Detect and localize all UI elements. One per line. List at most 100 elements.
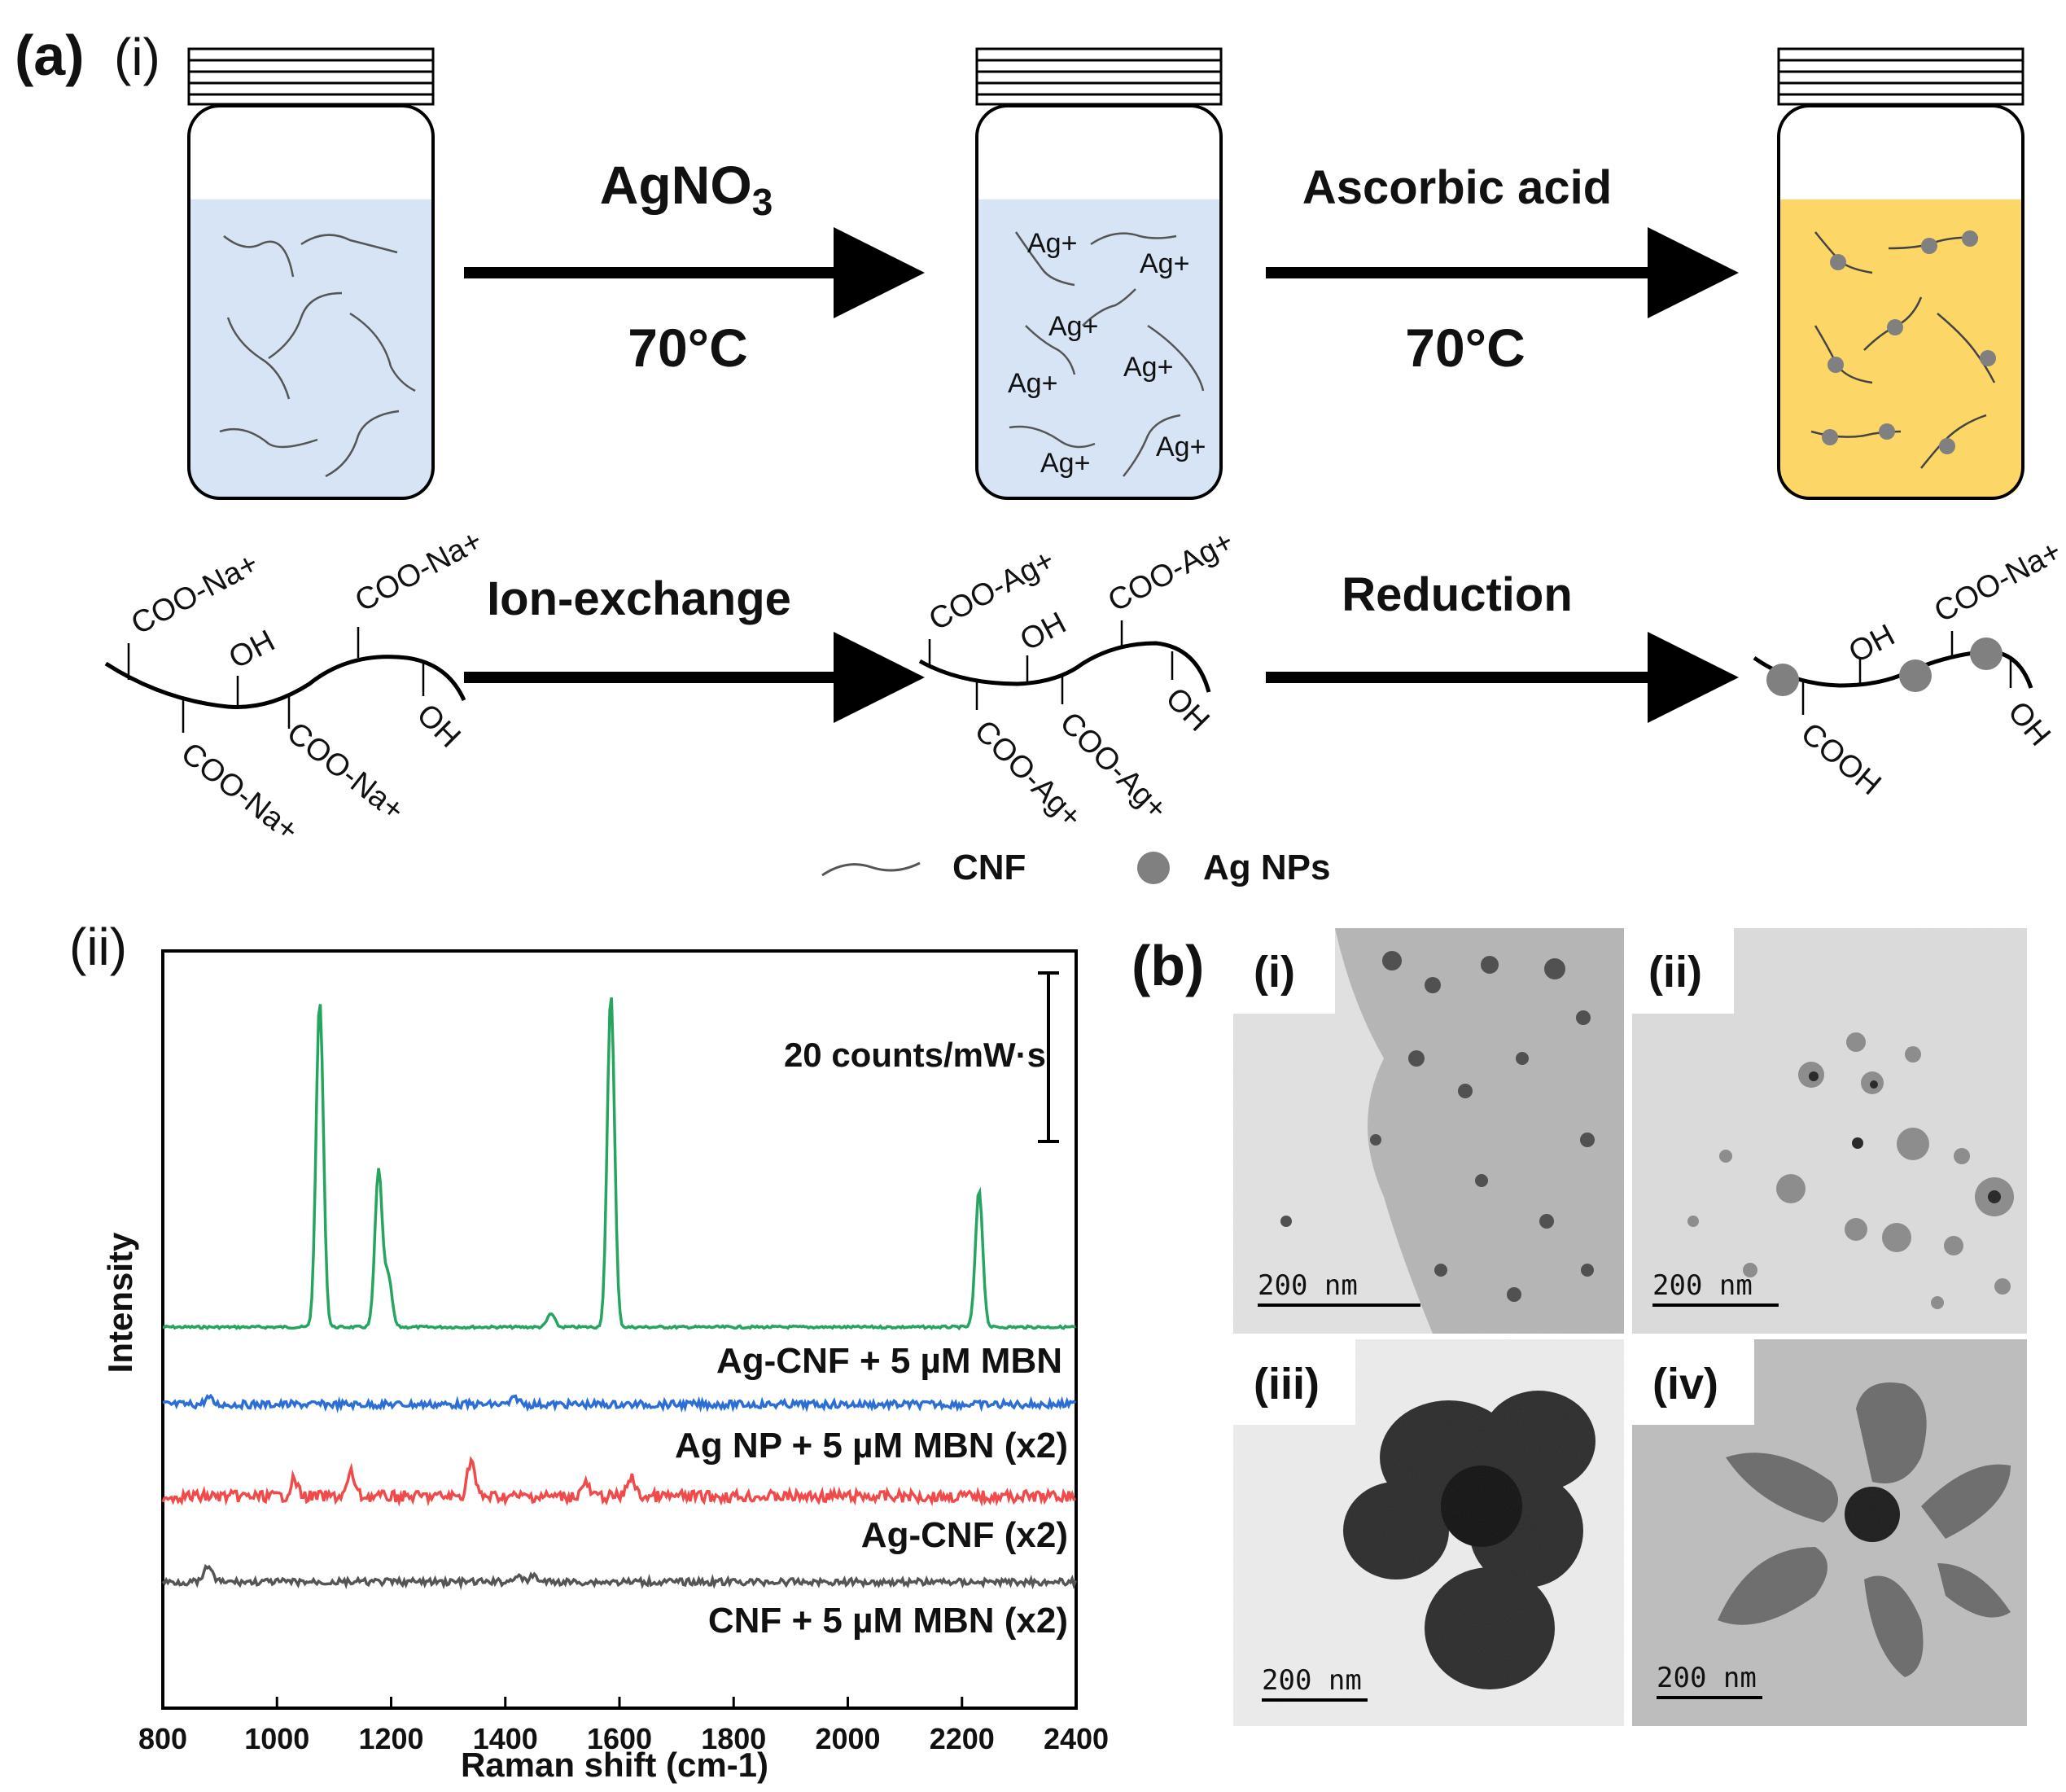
process-reduction: Reduction — [1342, 568, 1573, 621]
chain-label: COO-Ag+ — [1103, 524, 1240, 619]
tem-image-ii: (ii) 200 nm — [1632, 928, 2027, 1334]
ag-nanoparticle — [1970, 637, 2003, 670]
x-tick-label: 1000 — [244, 1722, 309, 1755]
jar-3-particles — [1822, 230, 1996, 454]
jar-1-lid — [187, 47, 435, 106]
chain-1 — [104, 627, 466, 733]
series-line — [161, 1456, 1076, 1507]
series-label: CNF + 5 µM MBN (x2) — [708, 1601, 1068, 1641]
reagent-ascorbic-acid: Ascorbic acid — [1302, 161, 1612, 214]
scale-label: 200 nm — [1657, 1662, 1757, 1694]
jar-2-body — [975, 104, 1223, 500]
ag-ion-label: Ag+ — [1040, 448, 1090, 479]
panel-b-label: (b) — [1131, 934, 1204, 997]
legend-agnps: Ag NPs — [1203, 848, 1330, 887]
tem-tag: (iii) — [1254, 1360, 1320, 1409]
ag-nanoparticle — [1766, 664, 1799, 696]
x-tick-label: 1400 — [473, 1722, 538, 1755]
nanoparticle-icon — [1137, 852, 1170, 884]
jar-2-lid — [975, 47, 1223, 106]
jar-2-solution — [977, 199, 1221, 498]
jar-3 — [1777, 47, 2024, 500]
ag-nanoparticle — [1962, 230, 1978, 247]
chain-label: OH — [1844, 618, 1901, 670]
step-1-chem-arrow: Ion-exchange — [464, 572, 925, 723]
ag-nanoparticle — [1939, 438, 1955, 454]
ag-ion-label: Ag+ — [1027, 228, 1077, 259]
series-label: Ag NP + 5 µM MBN (x2) — [675, 1426, 1068, 1466]
jar-1-fibers — [219, 234, 416, 478]
panel-a-ii-label: (ii) — [69, 918, 127, 976]
scale-label: 200 nm — [1652, 1269, 1753, 1302]
jar-3-body — [1777, 104, 2024, 500]
legend: CNF Ag NPs — [821, 848, 1330, 887]
jar-3-lid — [1777, 47, 2024, 106]
x-tick-label: 2400 — [1044, 1722, 1109, 1755]
series-line — [162, 1393, 1077, 1414]
jar-2-ion-labels: Ag+ Ag+ Ag+ Ag+ Ag+ Ag+ Ag+ — [1008, 228, 1206, 479]
chain-label: OH — [410, 698, 467, 755]
series-line — [162, 997, 1076, 1331]
series-label: Ag-CNF + 5 µM MBN — [716, 1341, 1062, 1381]
scale-label: 200 nm — [1262, 1664, 1362, 1697]
chain-label: OH — [2001, 695, 2057, 753]
x-tick-label: 800 — [138, 1722, 187, 1755]
ag-ion-label: Ag+ — [1048, 311, 1098, 342]
tem-tag: (iv) — [1652, 1360, 1718, 1409]
step-1-arrow-group: AgNO3 70°C — [464, 155, 925, 378]
ag-nanoparticle — [1830, 254, 1846, 270]
x-tick-label: 1800 — [701, 1722, 766, 1755]
ag-ion-label: Ag+ — [1008, 368, 1057, 399]
x-tick-label: 2000 — [815, 1722, 880, 1755]
tem-image-iii: (iii) 200 nm — [1233, 1339, 1624, 1726]
jar-2: Ag+ Ag+ Ag+ Ag+ Ag+ Ag+ Ag+ — [975, 47, 1223, 500]
chain-3-particles — [1766, 637, 2003, 696]
jar-1-body — [187, 104, 435, 500]
x-ticks: 800 1000 1200 1400 1600 1800 2000 2200 2400 — [138, 1697, 1109, 1755]
chain-label: COO-Na+ — [1929, 534, 2066, 629]
x-tick-label: 1600 — [587, 1722, 652, 1755]
chain-label: OH — [1015, 606, 1072, 658]
ag-nanoparticle — [1921, 238, 1937, 254]
ag-ion-label: Ag+ — [1156, 432, 1206, 462]
jar-1-solution — [189, 199, 433, 498]
step-2-arrow-group: Ascorbic acid 70°C — [1266, 161, 1739, 378]
x-axis-label: Raman shift (cm-1) — [461, 1746, 768, 1784]
jar-3-solution — [1779, 199, 2023, 498]
chain-label: COO-Na+ — [350, 524, 488, 619]
ag-nanoparticle — [1822, 429, 1838, 445]
chain-label: COO-Na+ — [280, 716, 410, 828]
jar-1 — [187, 47, 435, 500]
chain-label: COOH — [1794, 716, 1887, 802]
ag-nanoparticle — [1879, 423, 1895, 440]
scale-bar: 20 counts/mW·s — [784, 971, 1059, 1143]
fiber-icon — [821, 861, 921, 877]
x-tick-label: 1200 — [358, 1722, 423, 1755]
chain-3-labels: OH COO-Na+ COOH OH — [1794, 534, 2066, 802]
tem-image-iv: (iv) 200 nm — [1632, 1339, 2027, 1726]
raman-chart: 800 1000 1200 1400 1600 1800 2000 2200 2400 Rama… — [101, 949, 1109, 1784]
step-2-temperature: 70°C — [1405, 318, 1525, 378]
ag-ion-label: Ag+ — [1123, 352, 1173, 383]
ag-nanoparticle — [1980, 350, 1996, 366]
chain-2 — [918, 620, 1211, 710]
reagent-agno3: AgNO3 — [600, 155, 773, 223]
ag-nanoparticle — [1899, 659, 1932, 692]
scale-label: 200 nm — [1258, 1269, 1358, 1302]
step-1-temperature: 70°C — [628, 318, 747, 378]
panel-a-label: (a) — [15, 24, 85, 87]
chain-label: COO-Na+ — [174, 736, 304, 848]
tem-tag: (ii) — [1648, 948, 1702, 997]
ag-nanoparticle — [1827, 357, 1844, 373]
ag-ion-label: Ag+ — [1140, 248, 1189, 279]
series-labels: Ag-CNF + 5 µM MBN Ag NP + 5 µM MBN (x2) … — [675, 1341, 1068, 1641]
chain-label: COO-Na+ — [126, 546, 265, 642]
ag-nanoparticle — [1887, 319, 1903, 335]
legend-cnf: CNF — [952, 848, 1026, 887]
chain-label: OH — [224, 624, 281, 676]
process-ion-exchange: Ion-exchange — [487, 572, 791, 625]
series-label: Ag-CNF (x2) — [861, 1515, 1068, 1555]
tem-image-i: (i) 200 nm — [1233, 928, 1624, 1334]
step-2-chem-arrow: Reduction — [1266, 568, 1739, 723]
